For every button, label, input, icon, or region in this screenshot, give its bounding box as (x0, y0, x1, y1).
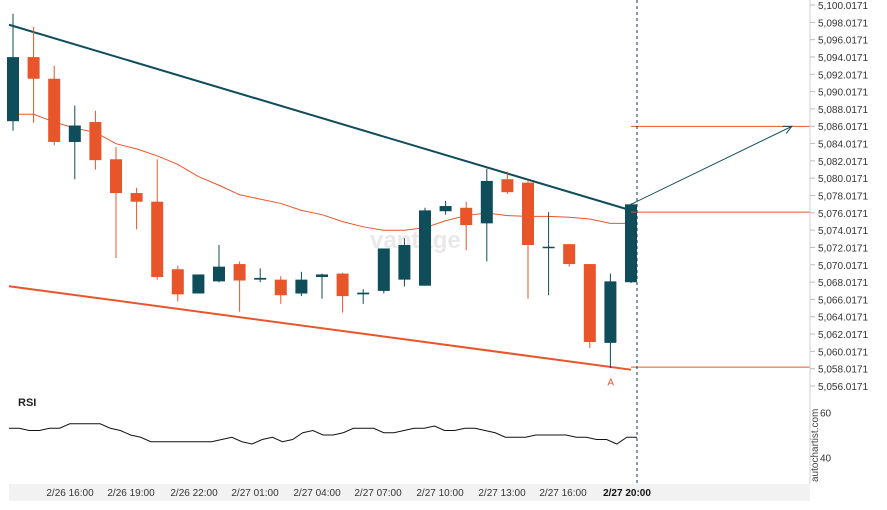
y-tick-label: 5,070.0171 (818, 261, 868, 272)
upper-trendline (8, 23, 632, 212)
candle-body (89, 122, 102, 161)
x-tick-label: 2/27 01:00 (231, 488, 279, 499)
y-tick-label: 5,086.0171 (818, 122, 868, 133)
y-tick-label: 5,084.0171 (818, 140, 868, 151)
candle-body (522, 182, 534, 246)
candle-body (233, 264, 246, 281)
candle-body (213, 266, 225, 282)
y-tick-label: 5,074.0171 (818, 226, 868, 237)
lower-trendline (8, 285, 632, 371)
y-tick-label: 5,072.0171 (818, 243, 868, 254)
y-tick-label: 5,090.0171 (818, 88, 868, 99)
x-tick-label: 2/26 16:00 (46, 488, 94, 499)
x-tick-label: 2/26 19:00 (107, 488, 155, 499)
candle-body (295, 279, 308, 294)
x-tick-label: 2/27 07:00 (354, 488, 402, 499)
autochartist-credit: autochartist.com (810, 409, 821, 482)
candle-body (439, 206, 452, 212)
candle-body (357, 292, 370, 295)
candle-body (7, 57, 19, 122)
candle-body (480, 180, 493, 224)
y-tick-label: 5,098.0171 (818, 18, 868, 29)
y-tick-label: 5,066.0171 (818, 295, 868, 306)
candle-body (316, 274, 328, 278)
time-axis-background (9, 484, 810, 501)
x-tick-label: 2/27 16:00 (539, 488, 587, 499)
candle-body (604, 281, 617, 343)
candle-body (377, 248, 390, 291)
candle-body (110, 159, 122, 194)
candle-body (130, 193, 143, 202)
y-tick-label: 5,092.0171 (818, 70, 868, 81)
candle-body (27, 57, 40, 79)
y-tick-label: 5,080.0171 (818, 174, 868, 185)
y-tick-label: 5,062.0171 (818, 330, 868, 341)
y-tick-label: 5,058.0171 (818, 365, 868, 376)
candle-body (563, 244, 576, 265)
candle-body (419, 210, 431, 286)
price-panel-background (9, 0, 810, 383)
rsi-label: RSI (18, 397, 36, 409)
y-tick-label: 5,088.0171 (818, 105, 868, 116)
y-tick-label: 5,096.0171 (818, 36, 868, 47)
y-tick-label: 5,056.0171 (818, 382, 868, 393)
candle-body (501, 179, 514, 193)
forecast-arrow-head (782, 125, 793, 134)
candle-body (542, 246, 555, 249)
rsi-tick-label: 60 (820, 409, 832, 420)
y-tick-label: 5,076.0171 (818, 209, 868, 220)
candle-body (398, 245, 411, 280)
point-label: A (607, 377, 614, 388)
candle-body (254, 277, 267, 280)
y-tick-label: 5,068.0171 (818, 278, 868, 289)
x-tick-label: 2/26 22:00 (170, 488, 218, 499)
x-tick-label: 2/27 04:00 (293, 488, 341, 499)
candle-body (460, 207, 473, 226)
candle-body (192, 274, 205, 294)
candle-body (68, 125, 81, 142)
x-tick-label: 2/27 20:00 (603, 488, 651, 499)
x-tick-label: 2/27 10:00 (416, 488, 464, 499)
rsi-tick-label: 40 (820, 454, 832, 465)
candle-body (48, 78, 61, 142)
rsi-panel-background (9, 386, 810, 482)
candle-body (625, 204, 637, 283)
x-tick-label: 2/27 13:00 (478, 488, 526, 499)
candle-body (171, 269, 184, 295)
forecast-arrow-line (630, 125, 793, 205)
candle-body (274, 279, 287, 296)
candle-body (336, 273, 349, 297)
y-tick-label: 5,078.0171 (818, 192, 868, 203)
y-tick-label: 5,064.0171 (818, 313, 868, 324)
candle-body (583, 264, 596, 342)
y-tick-label: 5,082.0171 (818, 157, 868, 168)
y-tick-label: 5,094.0171 (818, 53, 868, 64)
candle-body (151, 201, 164, 278)
rsi-line (9, 423, 637, 445)
y-tick-label: 5,100.0171 (818, 1, 868, 12)
y-tick-label: 5,060.0171 (818, 347, 868, 358)
